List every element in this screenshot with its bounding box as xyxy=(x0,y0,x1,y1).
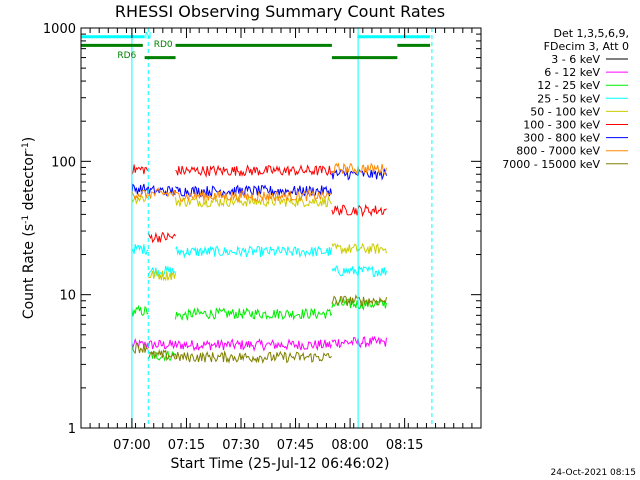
chart-title: RHESSI Observing Summary Count Rates xyxy=(115,2,445,21)
y-axis-label-mid: detector xyxy=(21,151,37,215)
series-line-9 xyxy=(131,294,387,364)
y-tick-label: 10 xyxy=(59,289,76,304)
series-line-6 xyxy=(131,164,387,244)
legend-entry-label: 25 - 50 keV xyxy=(537,92,600,105)
x-axis: 07:00 07:15 07:30 07:45 08:00 08:15 xyxy=(80,28,482,453)
series-line-2 xyxy=(131,335,387,352)
footer-date: 24-Oct-2021 08:15 xyxy=(551,468,636,478)
y-tick-label: 100 xyxy=(51,155,76,170)
legend: Det 1,3,5,6,9,FDecim 3, Att 03 - 6 keV6 … xyxy=(502,27,629,171)
x-tick-label: 07:15 xyxy=(168,438,205,453)
legend-header-line: FDecim 3, Att 0 xyxy=(544,40,629,53)
y-axis-label-sup2: -1 xyxy=(21,142,31,151)
series-line-5 xyxy=(131,195,387,282)
legend-entry-label: 7000 - 15000 keV xyxy=(502,158,600,171)
x-tick-label: 07:00 xyxy=(113,438,150,453)
series-line-8 xyxy=(131,162,387,203)
y-axis-label-sup1: -1 xyxy=(21,215,31,224)
y-axis-label: Count Rate (s-1 detector-1) xyxy=(21,137,37,319)
x-axis-label: Start Time (25-Jul-12 06:46:02) xyxy=(170,456,389,472)
y-axis-label-main: Count Rate (s xyxy=(21,224,37,319)
legend-entry-label: 100 - 300 keV xyxy=(523,119,600,132)
x-tick-label: 07:30 xyxy=(222,438,259,453)
y-tick-label: 1 xyxy=(68,422,76,437)
legend-header-line: Det 1,3,5,6,9, xyxy=(553,27,629,40)
legend-entry-label: 6 - 12 keV xyxy=(544,66,600,79)
x-tick-label: 07:45 xyxy=(277,438,314,453)
y-axis-label-end: ) xyxy=(21,137,37,142)
legend-entry-label: 3 - 6 keV xyxy=(551,53,600,66)
legend-entry-label: 50 - 100 keV xyxy=(530,105,600,118)
legend-entry-label: 300 - 800 keV xyxy=(523,132,600,145)
flag-label-1: N xyxy=(145,32,152,42)
series-line-7 xyxy=(131,167,387,198)
legend-entry-label: 800 - 7000 keV xyxy=(516,145,600,158)
legend-entry-label: 12 - 25 keV xyxy=(537,79,600,92)
flag-label-3: RD6 xyxy=(117,51,136,61)
flag-label-2: RD0 xyxy=(154,40,173,50)
y-tick-label: 1000 xyxy=(43,22,76,37)
x-tick-label: 08:15 xyxy=(386,438,423,453)
x-tick-label: 08:00 xyxy=(331,438,368,453)
y-axis: 1 10 100 1000 xyxy=(43,22,481,437)
